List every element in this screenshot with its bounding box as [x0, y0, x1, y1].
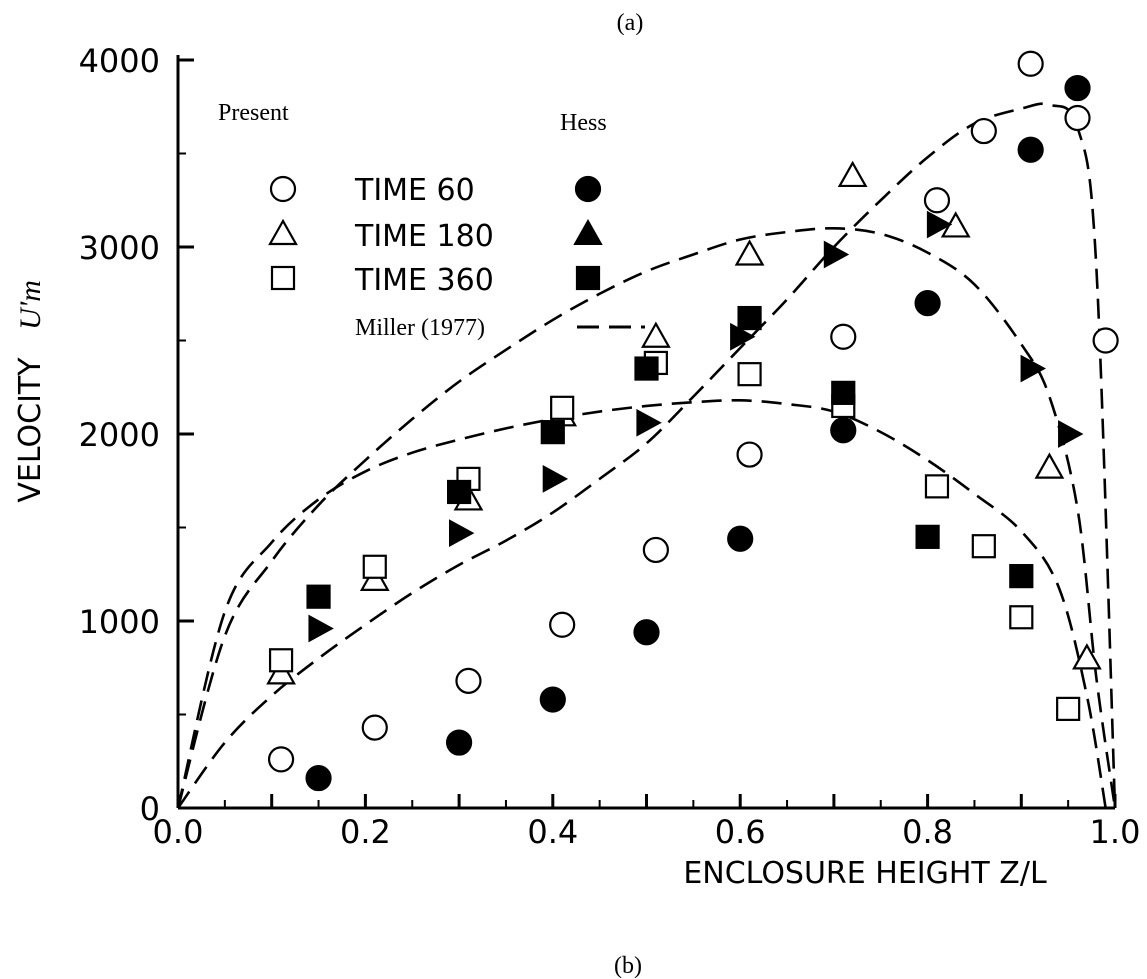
present-time-360-marker [268, 648, 294, 673]
hess-time-60-marker [1064, 74, 1091, 102]
present-time-360-marker [924, 474, 950, 499]
legend-header-present: Present [218, 100, 289, 126]
legend-open-marker [270, 265, 296, 291]
hess-time-180-marker [926, 210, 953, 239]
miller-curve-2 [176, 398, 1107, 809]
x-tick-label: 0.8 [902, 813, 953, 851]
axes [176, 55, 1115, 810]
hess-time-60-marker [727, 525, 754, 552]
x-tick-label: 0.2 [340, 813, 391, 851]
hess-time-180-marker [730, 322, 756, 351]
miller-curve-0 [176, 102, 1117, 809]
ticks [176, 58, 1117, 810]
hess-time-60-marker [305, 764, 332, 792]
miller-curve-1 [176, 226, 1117, 809]
hess-time-360-marker [447, 479, 472, 505]
hess-time-180-marker [308, 614, 334, 643]
hess-time-360-marker [915, 524, 940, 549]
present-time-60-marker [361, 714, 388, 741]
present-time-360-marker [971, 534, 996, 559]
present-time-360-marker [550, 395, 575, 420]
hess-time-360-marker [1009, 564, 1034, 589]
legend-open-marker [269, 175, 297, 203]
y-tick-label: 1000 [79, 603, 160, 641]
legend-header-hess: Hess [560, 110, 607, 136]
present-time-60-marker [267, 746, 295, 773]
legend-label-time-180: TIME 180 [354, 219, 494, 254]
present-time-180-marker [640, 321, 671, 348]
hess-time-60-marker [633, 619, 660, 646]
hess-time-60-marker [446, 729, 473, 756]
hess-time-60-marker [830, 417, 857, 444]
present-time-60-marker [549, 611, 576, 638]
present-time-360-marker [1009, 605, 1034, 630]
present-time-60-marker [1064, 104, 1091, 132]
bottom-caption: (b) [614, 953, 642, 979]
y-axis-label: VELOCITY [13, 357, 48, 503]
top-caption: (a) [617, 10, 644, 36]
y-tick-label: 0 [140, 790, 160, 828]
miller-curves [176, 102, 1117, 809]
y-axis-symbol: U'm [14, 280, 47, 330]
x-axis-label: ENCLOSURE HEIGHT Z/L [683, 856, 1047, 891]
legend-label-time-60: TIME 60 [354, 173, 475, 208]
hess-time-60-marker [1017, 136, 1044, 163]
y-tick-label: 3000 [79, 229, 160, 267]
hess-time-360-marker [737, 305, 762, 331]
hess-time-360-marker [634, 356, 659, 381]
present-time-60-marker [1017, 50, 1044, 77]
present-time-60-marker [736, 441, 763, 468]
hess-time-180-marker [449, 519, 475, 547]
x-tick-label: 0.0 [153, 813, 204, 851]
data-markers [266, 50, 1119, 792]
present-time-180-marker [1072, 643, 1102, 670]
legend-filled-marker [575, 265, 601, 291]
hess-time-180-marker [1058, 420, 1084, 448]
hess-time-180-marker [823, 240, 850, 269]
hess-time-180-marker [542, 465, 569, 493]
legend-open-marker [268, 218, 298, 246]
present-time-60-marker [455, 667, 482, 694]
y-axis-label-group: VELOCITY [13, 357, 48, 503]
y-tick-label: 4000 [79, 42, 160, 80]
x-tick-label: 1.0 [1090, 813, 1141, 851]
legend-markers [268, 175, 603, 291]
present-time-180-marker [837, 160, 868, 188]
hess-time-360-marker [540, 420, 565, 445]
x-tick-label: 0.4 [527, 813, 578, 851]
legend-label-miller: Miller (1977) [355, 315, 485, 341]
legend: Present Hess TIME 60 TIME 180 TIME 360 M… [218, 100, 645, 341]
present-time-360-marker [362, 554, 387, 579]
x-tick-label: 0.6 [715, 813, 766, 851]
present-time-60-marker [1092, 327, 1119, 354]
present-time-60-marker [830, 323, 857, 350]
present-time-60-marker [970, 117, 997, 145]
tick-labels: 0.0 0.2 0.4 0.6 0.8 1.0 0 1000 2000 3000 4000 [79, 42, 1141, 851]
hess-time-360-marker [831, 380, 856, 405]
y-tick-label: 2000 [79, 416, 160, 454]
hess-time-60-marker [914, 290, 941, 317]
present-time-360-marker [737, 362, 762, 387]
legend-label-time-360: TIME 360 [354, 263, 494, 298]
present-time-360-marker [1056, 696, 1081, 721]
present-time-60-marker [642, 536, 669, 564]
present-time-180-marker [734, 239, 765, 266]
hess-time-180-marker [1020, 354, 1046, 383]
hess-time-60-marker [539, 686, 566, 713]
hess-time-360-marker [306, 584, 331, 609]
legend-filled-marker [574, 175, 602, 203]
present-time-60-marker [923, 187, 951, 214]
y-axis-symbol-group: U'm [14, 280, 47, 330]
present-time-180-marker [1034, 452, 1065, 479]
hess-time-180-marker [636, 408, 662, 437]
legend-filled-marker [573, 218, 603, 245]
